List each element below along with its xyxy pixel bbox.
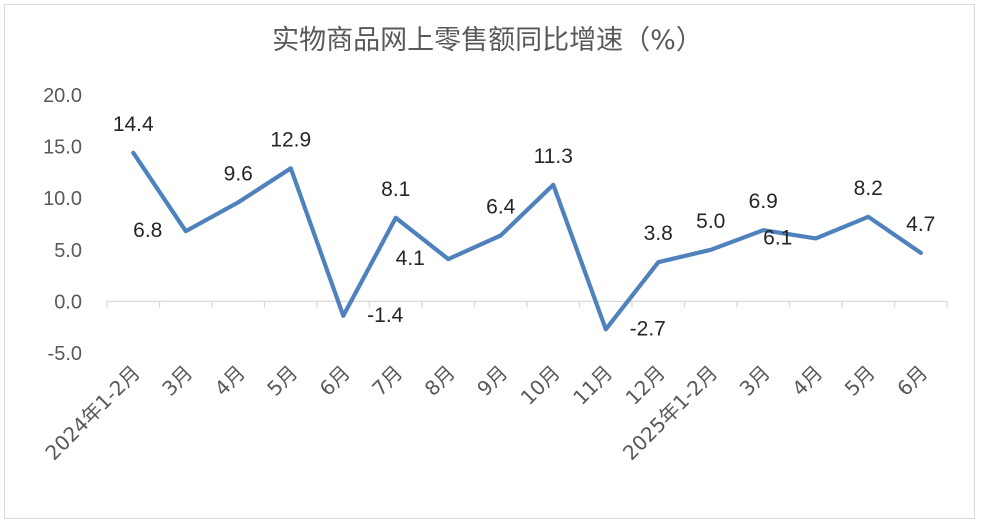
x-tick-label: 2025年1-2月 [618, 361, 722, 465]
x-tick-label: 2024年1-2月 [40, 361, 144, 465]
data-label: 12.9 [270, 128, 311, 151]
series-line [131, 150, 923, 332]
x-tick-label: 5月 [262, 361, 302, 401]
data-label: 6.1 [763, 226, 792, 249]
data-labels: 14.4 6.8 9.6 12.9 -1.4 8.1 4.1 6.4 11.3 -2.7 3.8 5.… [113, 113, 936, 340]
x-axis-ticks: 2024年1-2月 3月 4月 5月 6月 7月 8月 9月 10月 11月 12月2025年1-2… [40, 361, 932, 465]
data-label: 6.4 [486, 195, 516, 218]
data-label: 4.7 [906, 213, 935, 236]
x-tick-label: 3月 [735, 361, 775, 401]
y-tick-label: 10.0 [43, 188, 82, 210]
chart-title: 实物商品网上零售额同比增速（%） [272, 25, 703, 56]
x-tick-label: 5月 [840, 361, 880, 401]
x-tick-label: 6月 [892, 361, 932, 401]
x-tick-label: 10月 [516, 361, 565, 410]
y-tick-label: 15.0 [43, 137, 82, 159]
chart-frame [4, 4, 975, 519]
x-tick-label: 7月 [367, 361, 407, 401]
x-tick-label: 4月 [787, 361, 827, 401]
y-tick-label: 5.0 [54, 240, 82, 262]
data-label: 11.3 [534, 145, 573, 168]
data-label: -2.7 [630, 317, 666, 340]
y-axis-ticks: 20.0 15.0 10.0 5.0 0.0 -5.0 [43, 85, 82, 365]
data-label: 3.8 [644, 222, 673, 245]
x-tick-label: 4月 [210, 361, 250, 401]
x-tick-label: 3月 [157, 361, 197, 401]
data-label: 14.4 [113, 113, 154, 136]
x-tick-label: 6月 [315, 361, 355, 401]
y-tick-label: -5.0 [48, 343, 82, 365]
data-label: -1.4 [367, 304, 404, 327]
x-axis-tickmarks [106, 301, 948, 308]
data-label: 4.1 [396, 247, 425, 270]
data-label: 5.0 [696, 210, 725, 233]
data-label: 6.8 [133, 219, 162, 242]
data-label: 8.1 [381, 178, 410, 201]
x-tick-label: 11月 [568, 361, 617, 410]
x-tick-label: 9月 [472, 361, 512, 401]
y-tick-label: 20.0 [43, 85, 82, 107]
data-label: 6.9 [749, 190, 778, 213]
data-label: 9.6 [224, 162, 253, 185]
data-label: 8.2 [854, 177, 883, 200]
x-tick-label: 8月 [420, 361, 460, 401]
y-tick-label: 0.0 [54, 291, 82, 313]
